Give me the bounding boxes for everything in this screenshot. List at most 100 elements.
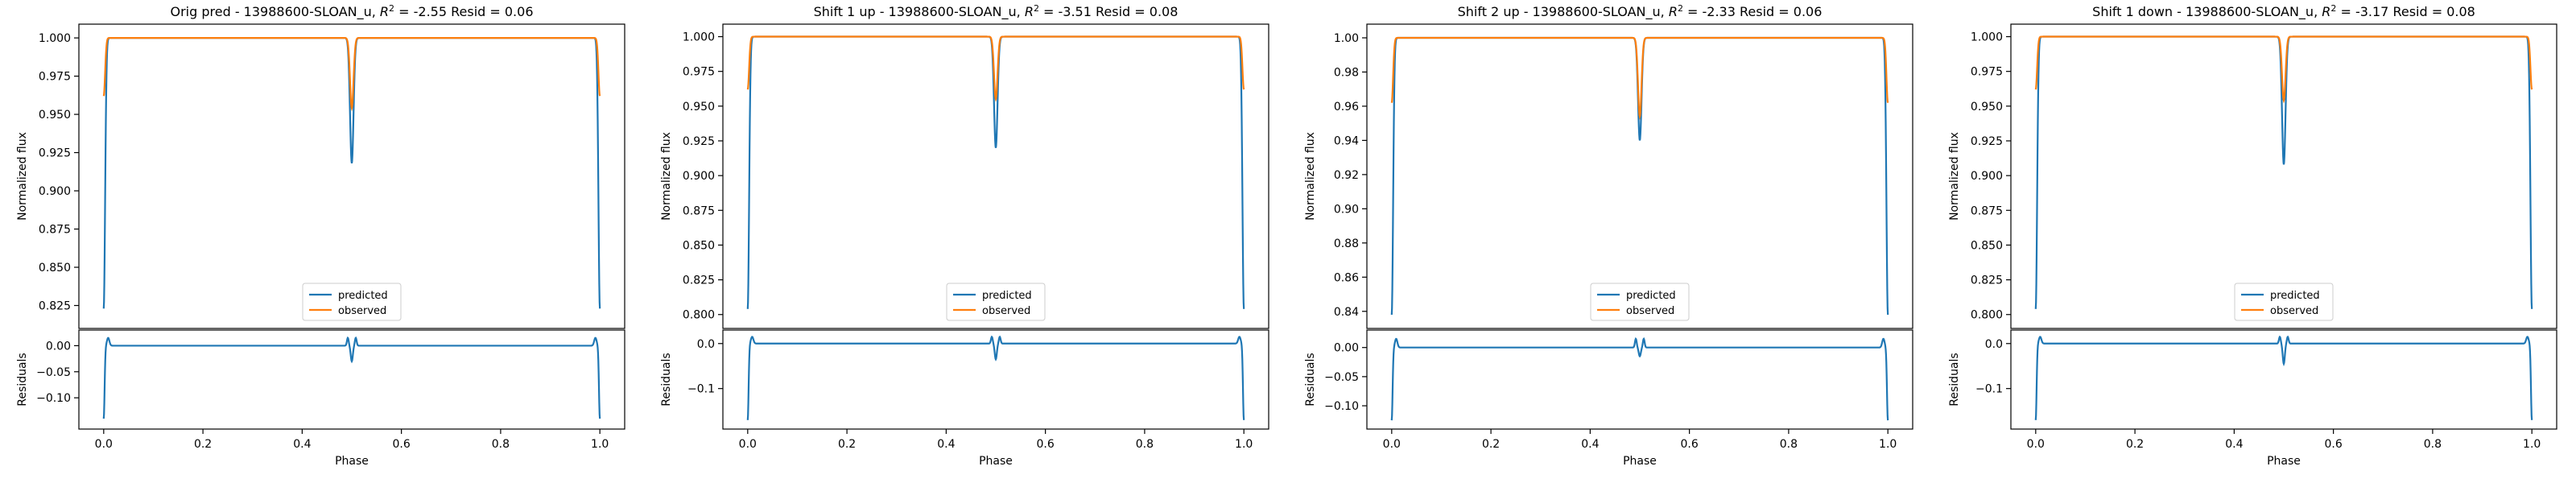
series-line-observed [1390,36,1889,121]
chart-title-prefix: Shift 1 up - 13988600-SLOAN_u, [814,4,1025,20]
resid-y-tick-label: −0.05 [1324,371,1359,384]
series-line-observed [746,35,1245,102]
y-tick-label: 0.825 [683,275,715,287]
x-tick-label: 1.0 [2523,438,2541,451]
y-tick-label: 0.94 [1334,134,1359,147]
series-line-observed [102,37,601,112]
legend-label-observed: observed [982,305,1030,317]
y-tick-label: 0.950 [1971,101,2003,114]
residual-line [1390,336,1889,421]
y-tick-label: 0.86 [1334,271,1359,284]
chart-title-suffix: Resid = 0.08 [1092,4,1178,19]
y-tick-label: 1.000 [39,32,71,45]
y-tick-label: 0.90 [1334,203,1359,216]
chart-title: Shift 1 down - 13988600-SLOAN_u, R2 = -3… [2092,3,2475,21]
x-axis-label: Phase [335,455,369,468]
y-tick-label: 0.925 [683,135,715,148]
x-tick-label: 0.2 [1482,438,1500,451]
series-line-observed [2034,35,2533,104]
main-axes-frame [2010,23,2557,329]
r-squared-symbol: R [1025,4,1034,19]
y-tick-label: 0.975 [683,66,715,79]
main-axes-frame [722,23,1269,329]
series-line-predicted [746,35,1245,309]
r-squared-symbol: R [2322,4,2330,19]
x-tick-label: 0.8 [1780,438,1798,451]
chart-panel-4: Shift 1 down - 13988600-SLOAN_u, R2 = -3… [1948,3,2557,468]
y-tick-label: 0.88 [1334,237,1359,250]
chart-panel-3: Shift 2 up - 13988600-SLOAN_u, R2 = -2.3… [1304,3,1913,468]
chart-title-r2: = -2.55 [394,4,447,19]
y-axis-label: Normalized flux [1304,132,1317,221]
legend: predicted observed [946,283,1046,321]
x-tick-label: 0.0 [739,438,757,451]
x-tick-label: 0.4 [293,438,311,451]
chart-title: Orig pred - 13988600-SLOAN_u, R2 = -2.55… [170,3,533,21]
r-squared-exponent: 2 [389,3,394,14]
legend-box [1590,283,1690,321]
y-tick-label: 0.900 [1971,170,2003,183]
y-tick-label: 0.900 [39,185,71,198]
resid-y-axis-label: Residuals [1948,353,1961,406]
resid-y-tick-label: −0.10 [36,392,71,405]
y-tick-label: 0.875 [39,224,71,237]
residual-axes-frame [78,329,625,430]
y-tick-label: 0.84 [1334,306,1359,319]
y-tick-label: 1.000 [683,31,715,44]
legend-box [302,283,402,321]
chart-title: Shift 2 up - 13988600-SLOAN_u, R2 = -2.3… [1458,3,1823,21]
y-tick-label: 0.800 [683,309,715,322]
r-squared-exponent: 2 [2330,3,2336,14]
chart-title-prefix: Orig pred - 13988600-SLOAN_u, [170,4,379,20]
chart-title-suffix: Resid = 0.06 [447,4,533,19]
resid-y-tick-label: −0.1 [1975,383,2003,396]
x-tick-label: 0.8 [492,438,510,451]
x-tick-label: 0.0 [95,438,113,451]
legend-label-observed: observed [338,305,386,317]
y-tick-label: 1.00 [1334,32,1359,45]
resid-y-axis-label: Residuals [660,353,673,406]
residual-axes-frame [1366,329,1913,430]
x-tick-label: 0.6 [393,438,411,451]
y-tick-label: 0.850 [683,239,715,252]
y-tick-label: 0.875 [1971,204,2003,217]
legend-label-predicted: predicted [338,290,388,302]
chart-title-prefix: Shift 1 down - 13988600-SLOAN_u, [2092,4,2322,20]
series-line-predicted [1390,36,1889,316]
resid-y-tick-label: 0.00 [46,340,71,353]
y-tick-label: 0.92 [1334,169,1359,182]
x-tick-label: 0.8 [1136,438,1154,451]
x-tick-label: 0.4 [2225,438,2243,451]
x-tick-label: 0.2 [194,438,212,451]
x-axis-label: Phase [979,455,1013,468]
legend-label-observed: observed [1626,305,1674,317]
y-tick-label: 0.98 [1334,66,1359,79]
y-axis-label: Normalized flux [1948,132,1961,221]
chart-panel-1: Orig pred - 13988600-SLOAN_u, R2 = -2.55… [16,3,625,468]
resid-y-axis-label: Residuals [1304,353,1317,406]
legend: predicted observed [1590,283,1690,321]
residual-axes-frame [722,329,1269,430]
chart-title-suffix: Resid = 0.08 [2388,4,2475,19]
resid-y-tick-label: 0.0 [1985,338,2003,351]
resid-y-tick-label: −0.10 [1324,400,1359,413]
x-axis-label: Phase [2267,455,2301,468]
r-squared-symbol: R [1669,4,1678,19]
x-axis-label: Phase [1623,455,1657,468]
x-tick-label: 1.0 [591,438,609,451]
r-squared-exponent: 2 [1678,3,1683,14]
y-tick-label: 0.825 [1971,275,2003,287]
main-axes-frame [78,23,625,329]
x-tick-label: 0.6 [2325,438,2343,451]
chart-panel-2: Shift 1 up - 13988600-SLOAN_u, R2 = -3.5… [660,3,1269,468]
x-tick-label: 1.0 [1879,438,1897,451]
resid-y-tick-label: 0.00 [1334,342,1359,355]
legend-box [2234,283,2334,321]
y-tick-label: 0.950 [39,109,71,122]
resid-y-axis-label: Residuals [16,353,29,406]
y-tick-label: 0.925 [39,147,71,160]
legend-label-predicted: predicted [2270,290,2320,302]
series-line-predicted [2034,35,2533,309]
legend-label-predicted: predicted [982,290,1032,302]
